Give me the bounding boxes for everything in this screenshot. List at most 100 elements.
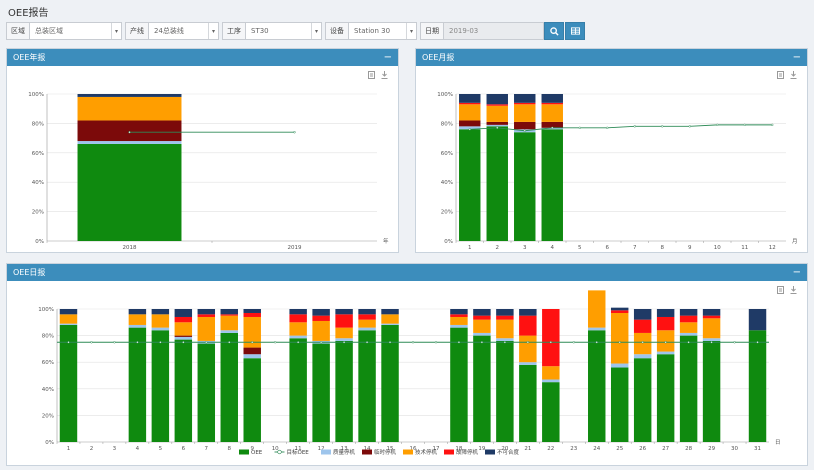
bar-segment-oee (519, 364, 537, 442)
bar-segment-oee (59, 324, 78, 442)
x-tick-label: 29 (708, 446, 715, 452)
bar-segment-uncut (679, 309, 698, 316)
table-view-button[interactable] (565, 22, 585, 40)
x-tick-label: 13 (341, 446, 348, 452)
x-tick-label: 21 (524, 446, 531, 452)
chevron-down-icon: ▾ (208, 23, 218, 39)
bar-segment-tech (679, 322, 698, 333)
bar-segment-oee (588, 330, 606, 442)
x-tick-label: 11 (741, 245, 748, 251)
bar-segment-fault (220, 314, 238, 316)
bar-segment-oee (128, 327, 147, 442)
x-tick-label: 4 (551, 245, 555, 251)
area-select[interactable]: 总装区域 ▾ (30, 22, 122, 40)
collapse-icon[interactable]: − (383, 51, 392, 63)
bar-segment-quality (486, 124, 508, 127)
search-button[interactable] (544, 22, 564, 40)
bar-segment-tech (450, 316, 468, 325)
area-select-value: 总装区域 (35, 27, 63, 35)
target-oee-point (128, 131, 131, 134)
collapse-icon[interactable]: − (792, 51, 801, 63)
bar-segment-uncut (514, 94, 536, 103)
bar-segment-oee (610, 367, 629, 442)
x-unit-label: 年 (383, 237, 389, 245)
x-tick-label: 24 (593, 446, 600, 452)
yearly-panel-title: OEE年报 (13, 53, 46, 62)
collapse-icon[interactable]: − (792, 266, 801, 278)
line-select[interactable]: 24总装线 ▾ (149, 22, 219, 40)
bar-segment-uncut (473, 309, 491, 316)
bar-segment-startup (174, 335, 193, 337)
target-oee-point (606, 126, 609, 129)
bar-segment-quality (633, 354, 652, 359)
download-icon[interactable] (790, 286, 797, 294)
date-label: 日期 (420, 22, 444, 40)
bar-segment-uncut (59, 309, 78, 315)
legend-swatch (403, 449, 413, 455)
bar-segment-startup (541, 121, 563, 128)
x-tick-label: 3 (113, 446, 117, 452)
bar-segment-quality (59, 323, 78, 325)
bar-segment-tech (588, 290, 606, 328)
target-oee-point (710, 341, 713, 344)
bar-segment-tech (473, 319, 491, 333)
x-tick-label: 6 (182, 446, 186, 452)
bar-segment-oee (748, 330, 767, 442)
download-icon[interactable] (790, 71, 797, 79)
x-tick-label: 20 (501, 446, 508, 452)
legend-swatch (321, 449, 331, 455)
bar-segment-quality (473, 332, 491, 336)
date-input[interactable]: 2019-03 (444, 22, 544, 40)
target-oee-point (549, 341, 552, 344)
bar-segment-fault (633, 319, 652, 333)
bar-segment-quality (174, 336, 193, 340)
bar-segment-tech (656, 330, 675, 352)
bar-segment-quality (77, 141, 182, 144)
bar-segment-quality (702, 338, 721, 341)
bar-segment-tech (289, 322, 307, 336)
x-tick-label: 10 (714, 245, 721, 251)
target-oee-point (733, 341, 736, 344)
bar-segment-oee (541, 129, 563, 241)
document-icon[interactable] (368, 71, 375, 79)
target-oee-point (661, 125, 664, 128)
target-oee-point (633, 125, 636, 128)
bar-segment-tech (358, 319, 376, 328)
target-oee-point (113, 341, 116, 344)
device-select[interactable]: Station 30 ▾ (349, 22, 417, 40)
bar-segment-tech (633, 332, 652, 355)
bar-segment-fault (486, 104, 508, 106)
bar-segment-oee (542, 382, 560, 442)
bar-segment-tech (496, 319, 514, 339)
y-tick-label: 0% (45, 440, 54, 446)
download-icon[interactable] (381, 71, 388, 79)
x-tick-label: 8 (661, 245, 665, 251)
bar-segment-uncut (151, 309, 170, 315)
bar-segment-fault (514, 102, 536, 105)
target-oee-point (342, 341, 346, 344)
process-select[interactable]: ST30 ▾ (246, 22, 322, 40)
bar-segment-uncut (220, 309, 238, 315)
bar-segment-uncut (335, 309, 353, 315)
bar-segment-fault (473, 315, 491, 320)
target-oee-point (251, 341, 254, 344)
bar-segment-oee (702, 340, 721, 442)
chart-tools (777, 286, 797, 294)
y-tick-label: 60% (42, 360, 54, 366)
x-tick-label: 7 (633, 245, 637, 251)
legend-point-marker (277, 449, 282, 455)
document-icon[interactable] (777, 71, 784, 79)
x-unit-label: 月 (792, 238, 798, 245)
daily-panel: OEE日报 − 0% 20% 40% 60% 80% 100% 1 2 3 4 5 6 7 8 9 10 11 1… (6, 263, 808, 466)
bar-segment-oee (151, 330, 170, 442)
bar-segment-tech (77, 96, 182, 121)
target-oee-point (578, 126, 581, 129)
document-icon[interactable] (777, 286, 784, 294)
bar-segment-tech (243, 316, 261, 348)
target-oee-point (756, 341, 759, 344)
x-tick-label: 17 (432, 446, 439, 452)
bar-segment-uncut (459, 94, 481, 103)
bar-segment-quality (335, 338, 353, 341)
x-tick-label: 5 (159, 446, 163, 452)
bar-segment-quality (496, 338, 514, 341)
